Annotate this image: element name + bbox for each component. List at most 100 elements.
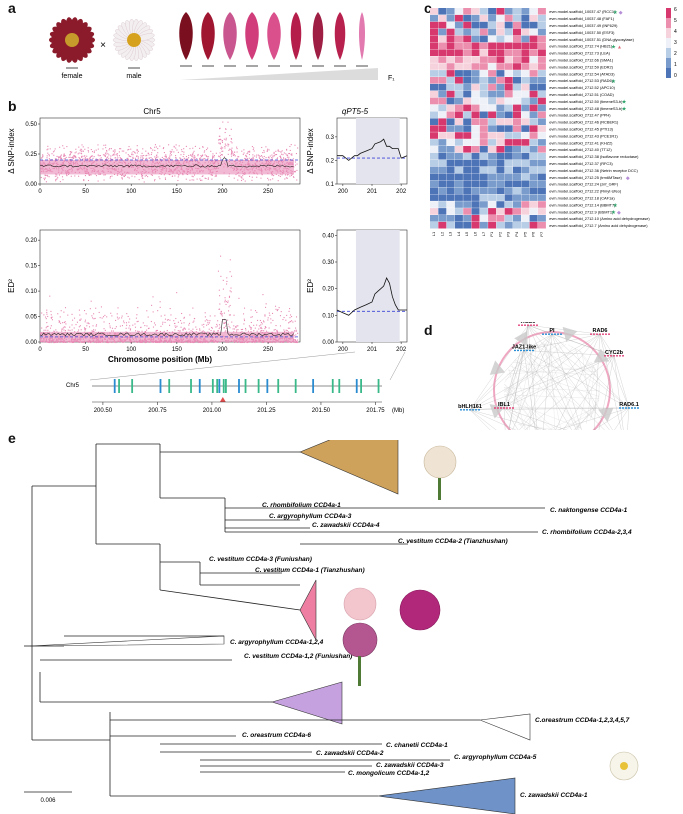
data-point <box>116 174 118 176</box>
heatmap-cell <box>463 70 472 77</box>
data-point <box>97 148 99 150</box>
data-point <box>125 152 127 154</box>
network-edge <box>599 334 630 409</box>
data-point <box>105 153 107 155</box>
data-point <box>289 175 291 177</box>
heatmap-cell <box>446 8 455 15</box>
data-point <box>55 341 57 344</box>
data-point <box>61 329 63 331</box>
data-point <box>140 155 142 157</box>
data-point <box>55 329 57 331</box>
heatmap-cell <box>529 111 538 119</box>
heatmap-cell <box>479 215 488 222</box>
network-edge <box>503 355 615 409</box>
heatmap-cell <box>479 104 488 112</box>
data-point <box>228 295 231 297</box>
network-edge <box>562 355 615 430</box>
data-point <box>181 150 183 153</box>
data-point <box>201 341 203 343</box>
gene-row-label: evm.model.scaffold_10037.48 (FAF1) <box>549 16 615 21</box>
data-point <box>243 149 245 151</box>
data-point <box>247 341 249 343</box>
data-point <box>202 330 204 332</box>
data-point <box>207 158 209 160</box>
data-point <box>62 179 64 181</box>
network-edge <box>558 412 595 430</box>
data-point <box>262 320 265 322</box>
data-point <box>238 175 240 177</box>
data-point <box>268 157 270 159</box>
data-point <box>273 155 275 157</box>
data-point <box>78 146 80 148</box>
heatmap-cell <box>529 194 538 201</box>
data-point <box>246 156 248 158</box>
data-point <box>242 313 245 315</box>
heatmap-cell <box>537 159 546 167</box>
data-point <box>189 148 191 150</box>
data-point <box>159 330 161 333</box>
data-point <box>46 155 48 157</box>
data-point <box>275 150 277 152</box>
data-point <box>209 320 211 322</box>
heatmap-cell <box>471 104 480 112</box>
data-point <box>154 156 156 158</box>
data-point <box>220 310 222 312</box>
legend-swatch <box>666 48 671 58</box>
data-point <box>250 309 252 311</box>
data-point <box>63 154 65 156</box>
panel-c-heatmap: evm.model.scaffold_10037.47 (RCC1)★ ◆evm.… <box>430 7 677 237</box>
network-edge <box>578 350 600 381</box>
data-point <box>248 157 250 159</box>
data-point <box>207 177 209 179</box>
data-point <box>227 145 229 147</box>
data-point <box>289 145 291 148</box>
data-point <box>289 308 291 310</box>
network-edge <box>503 407 540 430</box>
data-point <box>75 156 77 158</box>
data-point <box>228 314 230 316</box>
data-point <box>219 142 221 144</box>
heatmap-cell <box>529 70 538 77</box>
heatmap-cell <box>479 173 488 181</box>
data-point <box>137 157 139 159</box>
data-point <box>69 341 72 343</box>
data-point <box>279 315 282 317</box>
data-point <box>152 149 154 151</box>
data-point <box>180 158 182 160</box>
gene-mark <box>294 379 297 393</box>
heatmap-cell <box>438 49 447 56</box>
data-point <box>243 320 246 322</box>
data-point <box>244 157 246 159</box>
data-point <box>268 179 270 181</box>
data-point <box>187 173 189 176</box>
data-point <box>53 154 55 156</box>
data-point <box>90 300 92 302</box>
network-edge <box>511 364 537 430</box>
heatmap-cell <box>430 187 438 194</box>
heatmap-cell <box>529 104 538 112</box>
heatmap-cell <box>488 194 497 201</box>
data-point <box>121 174 123 176</box>
heatmap-cell <box>454 118 463 125</box>
data-point <box>131 152 133 154</box>
data-point <box>271 174 274 176</box>
data-point <box>169 154 171 156</box>
data-point <box>69 158 71 161</box>
data-point <box>262 341 264 343</box>
data-point <box>206 147 209 149</box>
heatmap-cell <box>513 49 521 56</box>
heatmap-cell <box>488 201 497 208</box>
data-point <box>218 142 220 144</box>
data-point <box>168 157 171 159</box>
diamond-marker: ◆ <box>626 175 630 181</box>
gene-mark <box>266 379 269 393</box>
data-point <box>88 174 90 176</box>
x-tick-label: 201 <box>367 189 378 195</box>
heatmap-cell <box>521 215 530 222</box>
data-point <box>93 318 95 320</box>
data-point <box>218 138 220 141</box>
network-edge <box>509 411 524 429</box>
heatmap-cell <box>529 221 538 229</box>
data-point <box>69 341 71 343</box>
data-point <box>174 175 176 177</box>
